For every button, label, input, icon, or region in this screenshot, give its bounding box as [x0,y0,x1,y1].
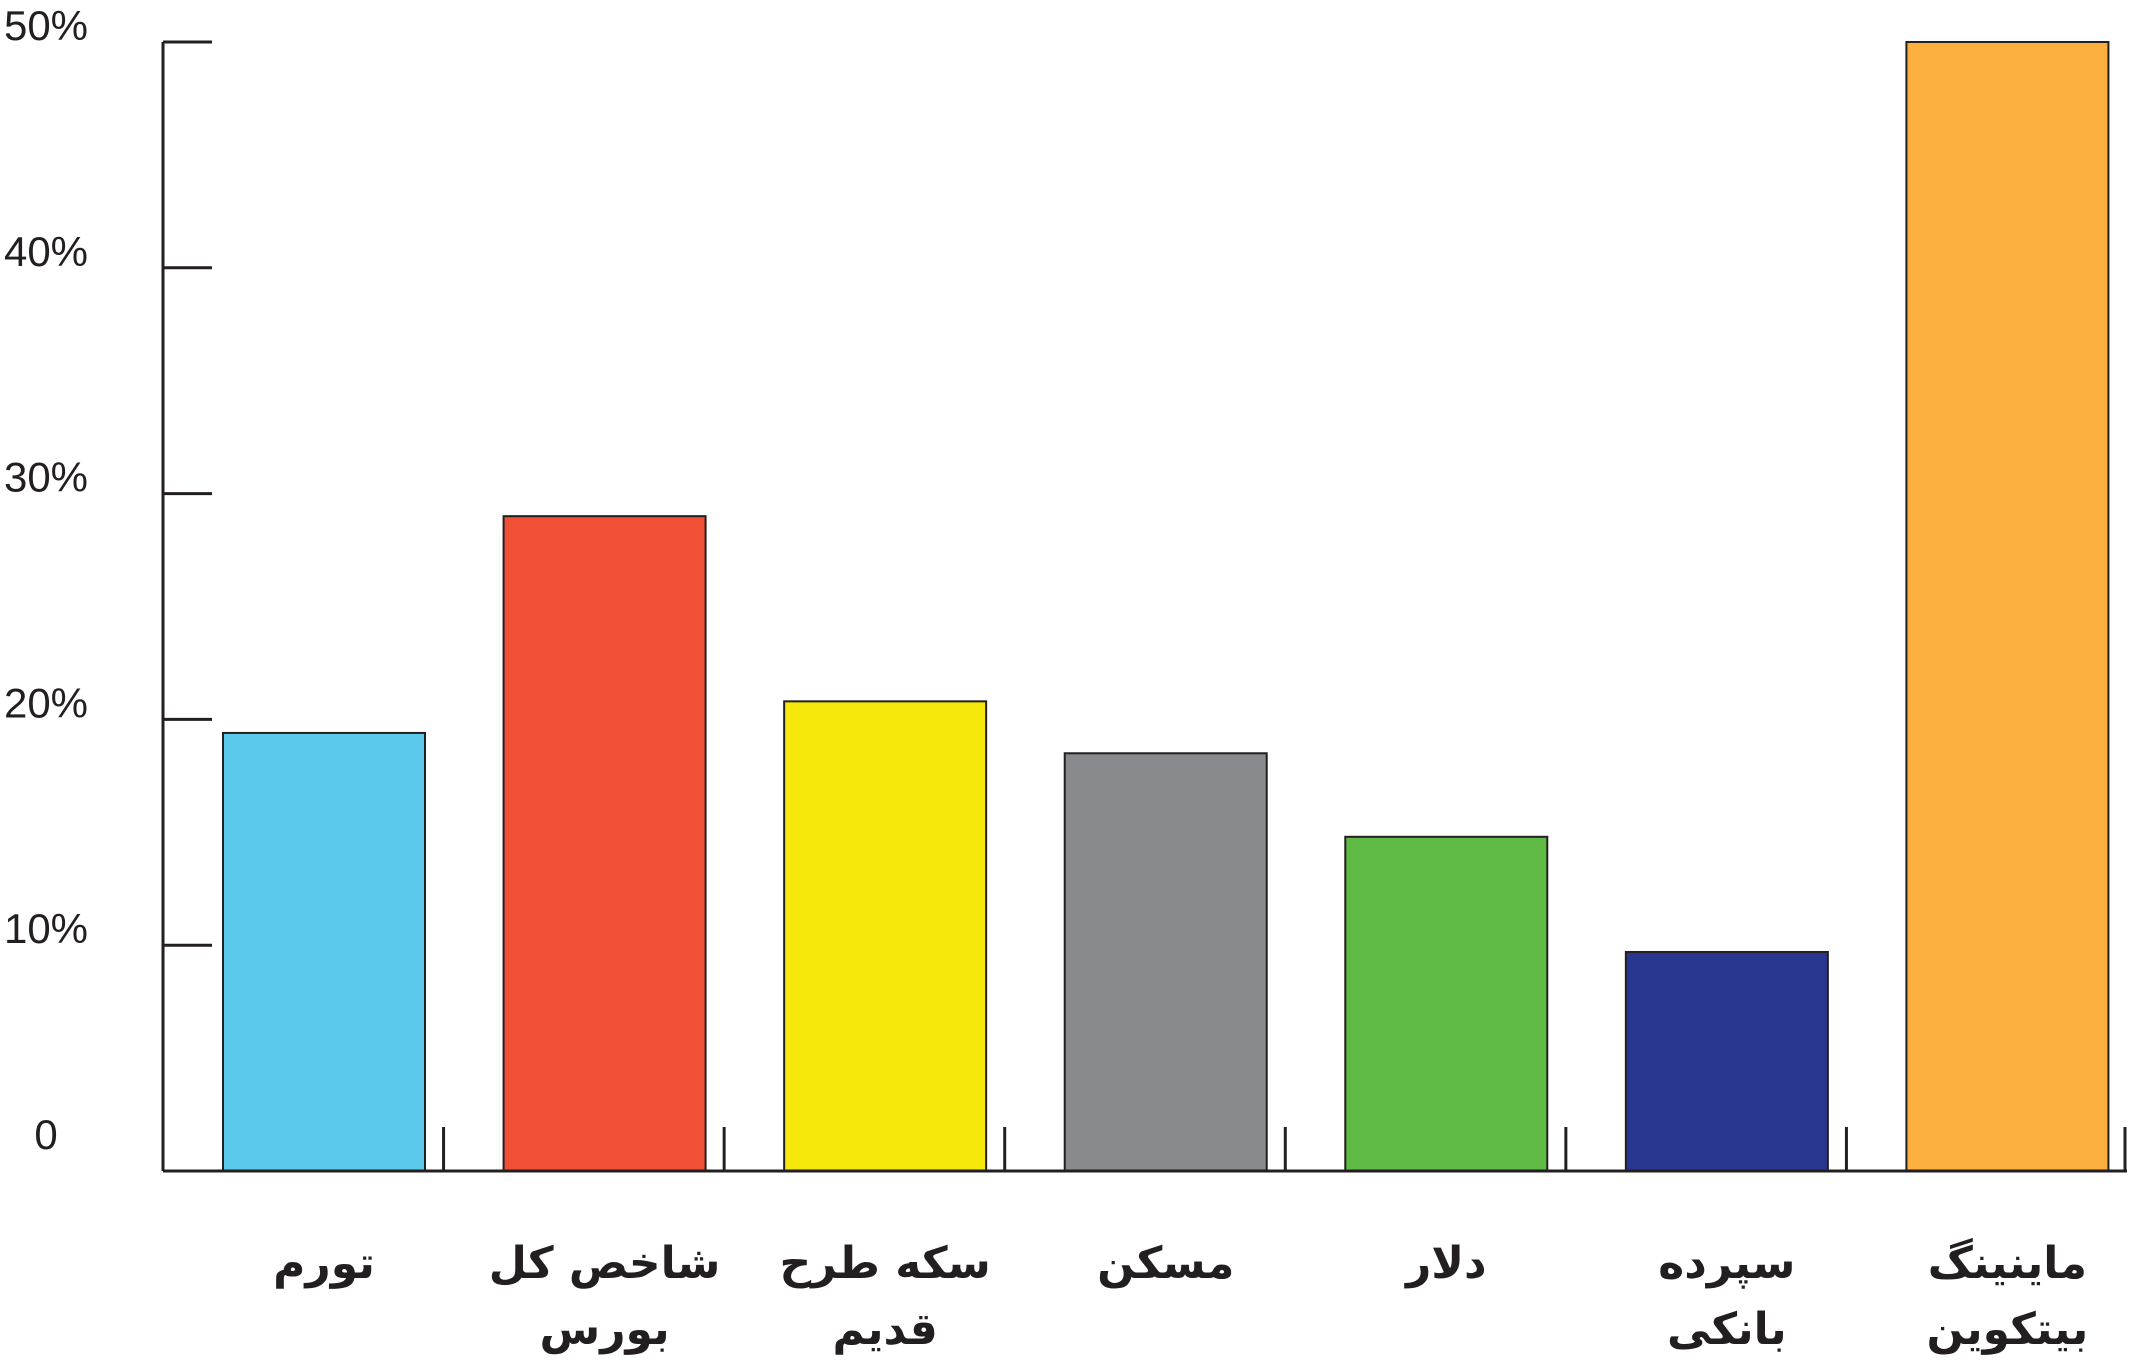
bar-1 [222,731,426,1172]
category-label-7-line-1: ماینینگ [1928,1238,2087,1289]
category-label-4-line-1: مسکن [1097,1238,1234,1289]
category-label-3-line-2: قدیم [833,1304,938,1355]
bar-4 [1063,752,1268,1173]
category-label-2-line-1: شاخص کل [489,1238,721,1289]
y-axis-tick-labels: 0 10% 20% 30% 40% 50% [4,2,88,1158]
x-axis-category-labels: تورم شاخص کل بورس سکه طرح قدیم مسکن دلار سپرده ب… [273,1238,2088,1355]
y-tick-label-20: 20% [4,679,88,726]
category-label-6-line-1: سپرده [1658,1238,1795,1289]
y-tick-label-10: 10% [4,905,88,952]
axes [161,40,2127,1173]
category-label-3-line-1: سکه طرح [779,1238,990,1289]
bar-2 [502,515,707,1172]
y-tick-label-40: 40% [4,228,88,275]
category-label-7-line-2: بیتکوین [1927,1304,2089,1355]
bar-7 [1905,41,2110,1172]
y-tick-label-30: 30% [4,454,88,501]
category-label-6-line-2: بانکی [1667,1304,1787,1355]
bar-6 [1624,950,1829,1172]
bar-5 [1344,835,1549,1172]
category-label-5-line-1: دلار [1404,1238,1487,1289]
bars-layer [222,41,2110,1173]
y-tick-label-50: 50% [4,2,88,49]
category-label-1-line-1: تورم [273,1238,375,1289]
y-tick-label-0: 0 [34,1111,57,1158]
category-label-2-line-2: بورس [539,1304,669,1355]
bar-3 [783,700,988,1172]
